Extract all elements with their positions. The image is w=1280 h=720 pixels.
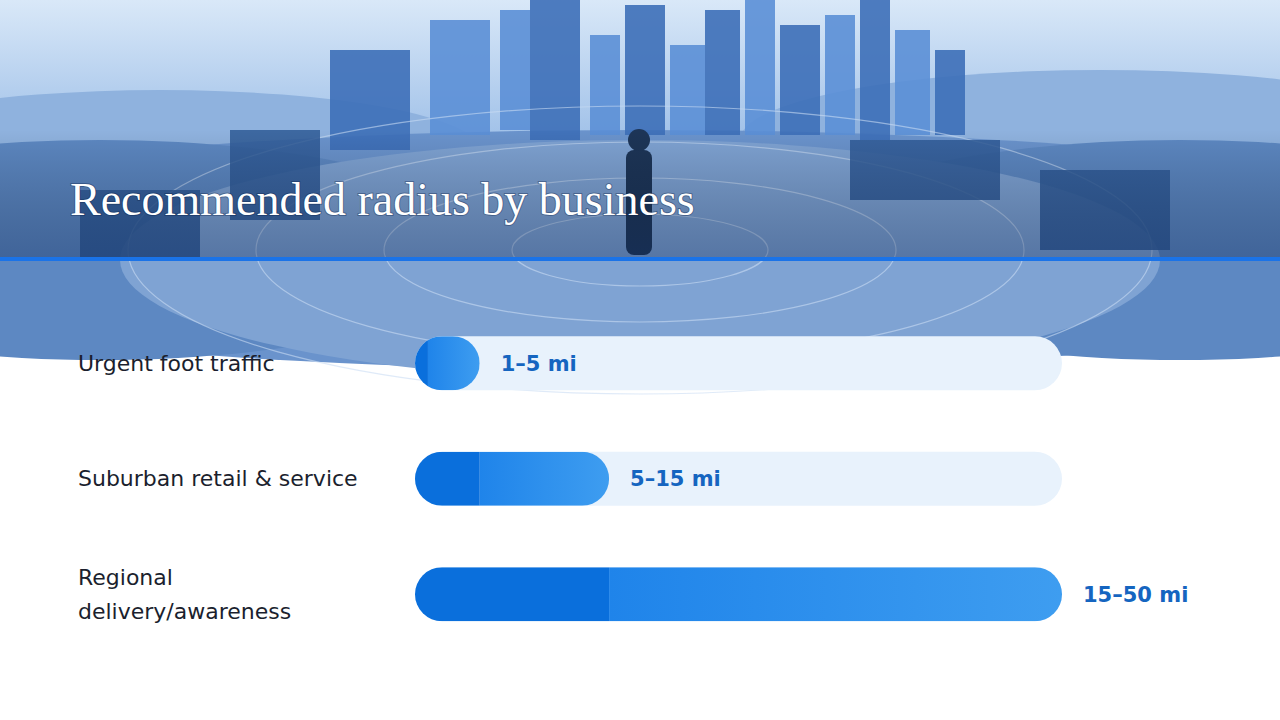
building	[625, 5, 665, 135]
bar-range	[609, 567, 1062, 621]
category-label-line: Regional	[78, 565, 173, 590]
chart: Recommended radius by business 1–5 mi 5–15…	[0, 0, 1280, 720]
building	[530, 0, 580, 140]
data-label: 1–5 mi	[501, 352, 577, 376]
bar-range	[480, 452, 609, 506]
category-label: Suburban retail & service	[78, 466, 358, 491]
building	[590, 35, 620, 135]
track	[415, 336, 1062, 390]
header-divider	[0, 257, 1280, 261]
building	[745, 0, 775, 135]
category-labels: Urgent foot traffic Suburban retail & ser…	[78, 351, 358, 624]
track	[415, 452, 1062, 506]
bar-range	[428, 336, 480, 390]
data-labels: 1–5 mi 5–15 mi 15–50 mi	[501, 352, 1189, 607]
plot-area	[415, 336, 1062, 621]
bar-low	[415, 336, 428, 390]
bar-group	[415, 336, 480, 390]
data-label: 5–15 mi	[630, 467, 721, 491]
tracks	[415, 336, 1062, 621]
category-label: Urgent foot traffic	[78, 351, 275, 376]
title: Recommended radius by business	[70, 174, 695, 225]
category-label-line: delivery/awareness	[78, 599, 291, 624]
data-label: 15–50 mi	[1083, 583, 1188, 607]
header-shade	[0, 130, 1280, 258]
category-label: Regional delivery/awareness	[78, 565, 291, 624]
building	[705, 10, 740, 135]
building	[670, 45, 705, 135]
building	[895, 30, 930, 135]
track	[415, 567, 1062, 621]
building	[860, 0, 890, 140]
bar-group	[415, 452, 609, 506]
header-banner	[0, 0, 1280, 394]
category-label-line: Suburban retail & service	[78, 466, 358, 491]
building	[935, 50, 965, 135]
building	[500, 10, 530, 130]
category-label-line: Urgent foot traffic	[78, 351, 275, 376]
bar-group	[415, 567, 1062, 621]
bar-low	[415, 452, 480, 506]
bar-low	[415, 567, 609, 621]
building	[780, 25, 820, 135]
